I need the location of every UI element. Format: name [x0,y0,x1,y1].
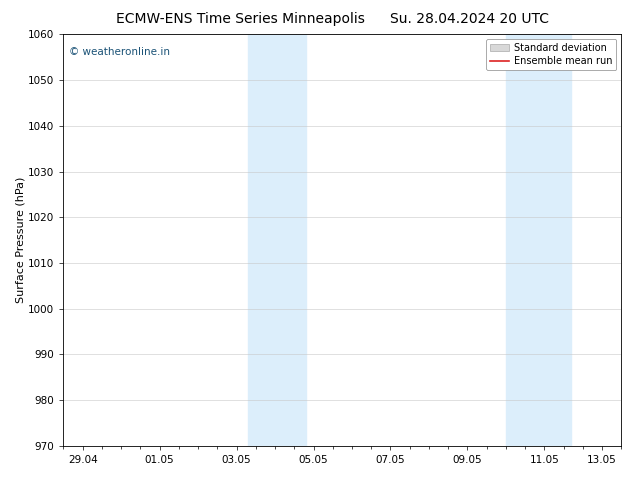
Text: © weatheronline.in: © weatheronline.in [69,47,170,57]
Bar [506,34,571,446]
Y-axis label: Surface Pressure (hPa): Surface Pressure (hPa) [15,177,25,303]
Text: ECMW-ENS Time Series Minneapolis: ECMW-ENS Time Series Minneapolis [117,12,365,26]
Bar [248,34,306,446]
Text: Su. 28.04.2024 20 UTC: Su. 28.04.2024 20 UTC [390,12,548,26]
Legend: Standard deviation, Ensemble mean run: Standard deviation, Ensemble mean run [486,39,616,70]
